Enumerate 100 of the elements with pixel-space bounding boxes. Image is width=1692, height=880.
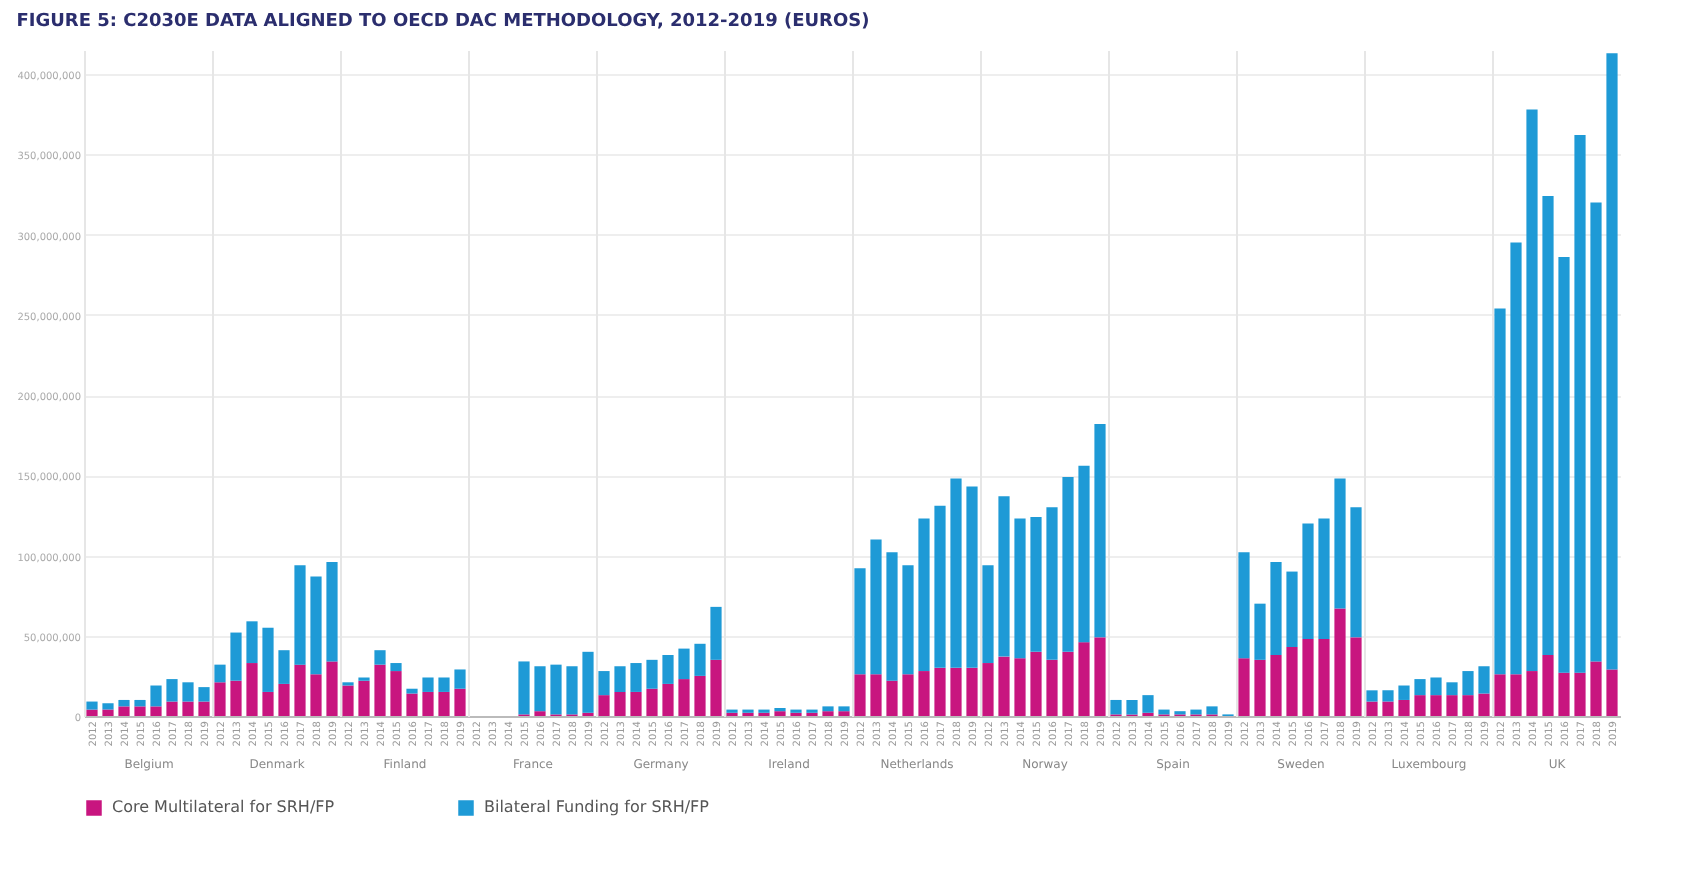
bar (182, 701, 194, 716)
bar (1510, 242, 1522, 675)
bar (1574, 135, 1586, 673)
bar (902, 674, 914, 716)
bar (1382, 690, 1394, 702)
bar (598, 671, 610, 696)
bar (1558, 672, 1570, 716)
bar (422, 691, 434, 716)
bar (1334, 608, 1346, 716)
bar (1382, 701, 1394, 716)
bar (1542, 655, 1554, 716)
bar (1414, 695, 1426, 716)
bar (1494, 308, 1506, 675)
bar (438, 677, 450, 692)
legend-label: Core Multilateral for SRH/FP (112, 798, 335, 816)
legend-label: Bilateral Funding for SRH/FP (484, 798, 710, 816)
bar (1430, 695, 1442, 716)
bar (1030, 517, 1042, 652)
bar (1126, 699, 1138, 715)
bar (246, 621, 258, 664)
bar (1046, 659, 1058, 716)
bar (870, 539, 882, 675)
bar (886, 680, 898, 716)
bar (1030, 651, 1042, 716)
bar (1590, 202, 1602, 662)
bar (182, 682, 194, 702)
bar (710, 606, 722, 660)
bar (1110, 699, 1122, 715)
bar (214, 664, 226, 683)
bar (390, 663, 402, 672)
bar (1206, 706, 1218, 715)
bar (550, 664, 562, 715)
bar (534, 666, 546, 712)
bar (358, 680, 370, 716)
bar (1254, 603, 1266, 660)
bar (1366, 690, 1378, 702)
bar (662, 655, 674, 684)
bar (230, 680, 242, 716)
bar (262, 691, 274, 716)
bar (662, 683, 674, 716)
bar (422, 677, 434, 692)
bar (854, 674, 866, 716)
bar (86, 709, 98, 716)
bar (870, 674, 882, 716)
bar (614, 691, 626, 716)
bar (262, 627, 274, 692)
bar (1430, 677, 1442, 696)
bar (246, 663, 258, 716)
bar (166, 701, 178, 716)
bar (166, 679, 178, 702)
bar (278, 650, 290, 684)
bar (1286, 571, 1298, 647)
bar (1062, 651, 1074, 716)
bar (390, 671, 402, 716)
bar (1462, 671, 1474, 696)
bar (1494, 674, 1506, 716)
bar (678, 679, 690, 716)
bar (1478, 666, 1490, 694)
bar (1334, 478, 1346, 609)
bar (150, 706, 162, 716)
bar (582, 651, 594, 713)
bar (1462, 695, 1474, 716)
bar (102, 703, 114, 710)
bar (998, 656, 1010, 716)
bar (1446, 695, 1458, 716)
bar (1142, 695, 1154, 713)
bar (646, 688, 658, 716)
bar (1478, 693, 1490, 716)
bar (1254, 659, 1266, 716)
bar (918, 518, 930, 672)
bar (1350, 507, 1362, 638)
text: FIGURE 5: C2030E DATA ALIGNED TO OECD DAC METHODOLOGY, 2012-2019 (EUROS) (16, 12, 870, 32)
bar (1046, 507, 1058, 660)
bar (134, 699, 146, 707)
bar (1270, 655, 1282, 716)
bar (86, 701, 98, 710)
bar (454, 669, 466, 689)
bar (1542, 196, 1554, 656)
bar (630, 691, 642, 716)
bar (902, 565, 914, 675)
bar (966, 667, 978, 716)
bar (518, 661, 530, 715)
bar (1270, 561, 1282, 656)
bar (934, 505, 946, 668)
bar (1510, 674, 1522, 716)
bar (1094, 637, 1106, 716)
bar (278, 683, 290, 716)
bar (1094, 423, 1106, 638)
bar (406, 688, 418, 694)
bar (710, 659, 722, 716)
bar (326, 561, 338, 662)
bar (1078, 465, 1090, 643)
bar (646, 659, 658, 689)
bar (854, 568, 866, 675)
bar (326, 661, 338, 716)
bar (1350, 637, 1362, 716)
bar (950, 667, 962, 716)
bar (678, 648, 690, 680)
bar (310, 674, 322, 716)
bar (598, 695, 610, 716)
